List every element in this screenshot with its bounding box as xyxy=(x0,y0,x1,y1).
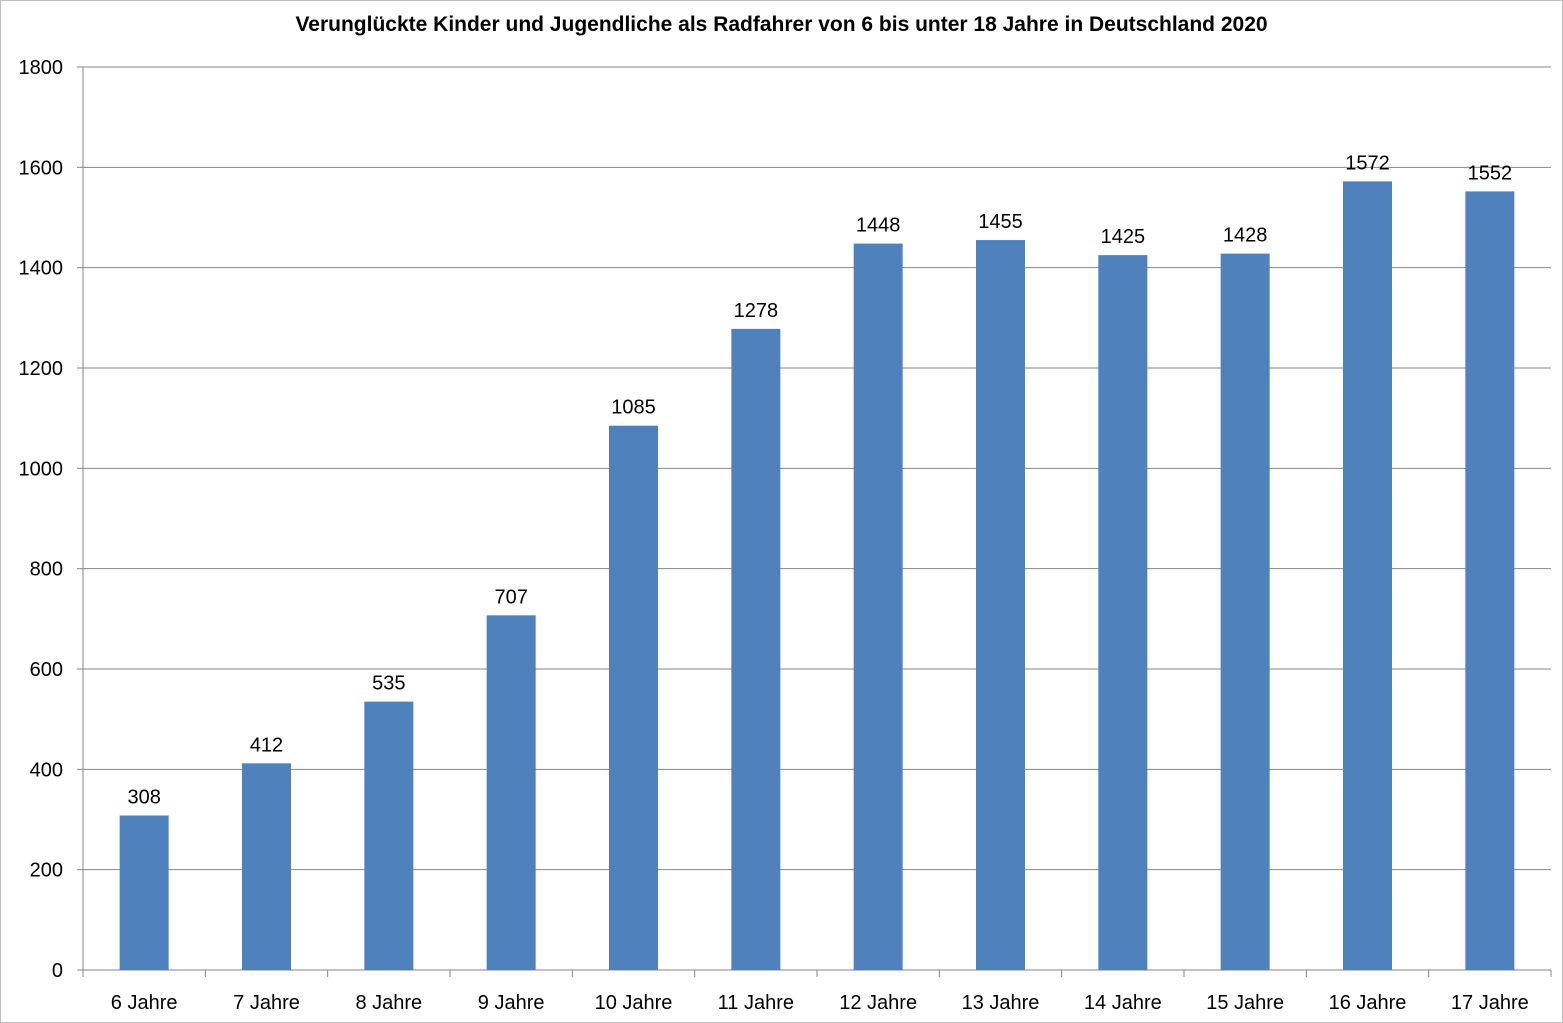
x-tick-label: 11 Jahre xyxy=(718,992,794,1014)
x-tick-label: 16 Jahre xyxy=(1329,992,1407,1014)
x-tick-label: 10 Jahre xyxy=(595,992,673,1014)
y-tick-label: 1200 xyxy=(19,358,64,380)
data-label: 308 xyxy=(127,786,160,808)
data-label: 1552 xyxy=(1468,162,1513,184)
data-label: 1448 xyxy=(856,215,901,237)
data-label: 1425 xyxy=(1101,226,1146,248)
bar xyxy=(853,243,903,970)
data-label: 1085 xyxy=(611,397,656,419)
y-tick-label: 1400 xyxy=(19,258,64,280)
y-tick-label: 200 xyxy=(30,860,63,882)
bar xyxy=(1465,191,1515,970)
x-tick-label: 9 Jahre xyxy=(478,992,545,1014)
bar xyxy=(364,701,414,970)
data-label: 412 xyxy=(250,734,283,756)
chart-title: Verunglückte Kinder und Jugendliche als … xyxy=(295,13,1268,36)
y-tick-label: 1800 xyxy=(19,57,64,79)
bar xyxy=(609,425,658,971)
x-tick-label: 14 Jahre xyxy=(1084,992,1162,1014)
y-tick-label: 600 xyxy=(30,659,63,681)
bar xyxy=(731,328,781,970)
x-tick-label: 12 Jahre xyxy=(839,992,917,1014)
data-label: 535 xyxy=(372,673,405,695)
data-label: 1572 xyxy=(1345,152,1390,174)
y-tick-label: 0 xyxy=(52,960,63,982)
data-label: 1278 xyxy=(734,300,779,322)
x-tick-label: 6 Jahre xyxy=(111,992,178,1014)
y-tick-label: 1600 xyxy=(19,157,64,179)
bar xyxy=(242,763,291,970)
x-tick-label: 7 Jahre xyxy=(233,992,300,1014)
bar xyxy=(486,615,536,970)
x-tick-label: 15 Jahre xyxy=(1206,992,1284,1014)
x-tick-label: 17 Jahre xyxy=(1451,992,1529,1014)
data-label: 1455 xyxy=(978,211,1023,233)
bar xyxy=(119,815,169,970)
y-tick-label: 1000 xyxy=(19,458,64,480)
bar xyxy=(1098,255,1148,970)
data-label: 707 xyxy=(494,586,527,608)
y-tick-label: 400 xyxy=(30,759,63,781)
bar xyxy=(1220,253,1270,970)
bar xyxy=(976,240,1025,970)
y-tick-label: 800 xyxy=(30,559,63,581)
data-label: 1428 xyxy=(1223,225,1268,247)
x-tick-label: 13 Jahre xyxy=(962,992,1040,1014)
x-tick-label: 8 Jahre xyxy=(355,992,422,1014)
bar xyxy=(1343,181,1392,970)
